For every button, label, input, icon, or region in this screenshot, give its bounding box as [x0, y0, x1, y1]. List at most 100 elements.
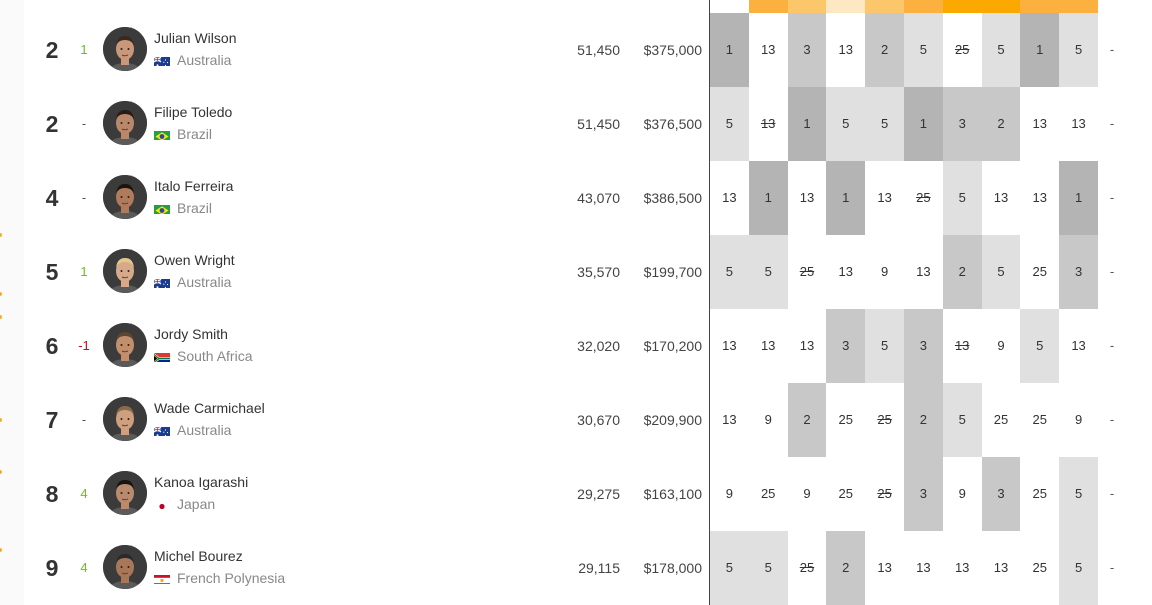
event-result: 1	[710, 13, 749, 87]
event-result: 5	[1020, 309, 1060, 383]
event-result: 25	[1020, 457, 1060, 531]
rank: 5	[45, 259, 59, 285]
left-edge-strip	[0, 0, 24, 605]
event-result: 25	[787, 531, 827, 605]
event-result: 5	[1059, 531, 1098, 605]
event-result: 13	[1020, 87, 1060, 161]
prize-money: $170,200	[643, 338, 702, 354]
event-results: 5 13 1 5 5 1 3 2 13 13	[710, 87, 1098, 161]
avatar[interactable]	[103, 249, 147, 293]
surfer-name[interactable]: Jordy Smith	[154, 326, 228, 342]
event-result: 13	[981, 161, 1021, 235]
prize-money: $375,000	[643, 42, 702, 58]
event-result: 13	[1059, 87, 1098, 161]
event-result: 5	[748, 531, 788, 605]
country-label: Brazil	[177, 200, 213, 216]
event-result: 9	[1059, 383, 1098, 457]
country-label: South Africa	[177, 348, 253, 364]
points: 51,450	[577, 42, 620, 58]
event-result: 13	[942, 309, 982, 383]
avatar[interactable]	[103, 545, 147, 589]
event-result: 5	[942, 161, 982, 235]
event-header-bar	[787, 0, 827, 13]
event-result: 25	[865, 383, 904, 457]
event-result: 25	[826, 457, 866, 531]
avatar[interactable]	[103, 471, 147, 515]
event-result: 2	[903, 383, 943, 457]
table-row[interactable]: 2 1 Julian Wilson Australia 51,450 $375,000 1 1…	[24, 13, 1128, 87]
event-result: 9	[748, 383, 788, 457]
surfer-name[interactable]: Julian Wilson	[154, 30, 237, 46]
event-result: 13	[981, 531, 1021, 605]
event-result: 5	[942, 383, 982, 457]
rank-change: 4	[80, 560, 88, 575]
event-result: 25	[903, 161, 943, 235]
surfer-name[interactable]: Owen Wright	[154, 252, 235, 268]
event-result: 13	[903, 235, 943, 309]
event-result: 13	[710, 383, 749, 457]
prize-money: $163,100	[643, 486, 702, 502]
rank: 6	[45, 333, 59, 359]
extra-result: -	[1109, 486, 1115, 501]
table-row[interactable]: 4- Italo Ferreira Brazil 43,070 $386,500 13 1 1…	[24, 161, 1128, 235]
avatar[interactable]	[103, 27, 147, 71]
event-result: 13	[903, 531, 943, 605]
extra-result: -	[1109, 560, 1115, 575]
avatar[interactable]	[103, 397, 147, 441]
surfer-name[interactable]: Wade Carmichael	[154, 400, 265, 416]
avatar[interactable]	[103, 175, 147, 219]
table-row[interactable]: 7 - Wade Carmichael Australia 30,670 $209,900…	[24, 383, 1128, 457]
event-results: 1 13 3 13 2 5 25 5 1 5	[710, 13, 1098, 87]
event-result: 9	[942, 457, 982, 531]
surfer-name[interactable]: Kanoa Igarashi	[154, 474, 249, 490]
rank-change: -	[81, 190, 87, 205]
event-result: 2	[942, 235, 982, 309]
event-result: 3	[942, 87, 982, 161]
country-label: French Polynesia	[177, 570, 286, 586]
event-result: 5	[903, 13, 943, 87]
extra-result: -	[1109, 338, 1115, 353]
rank-change: -	[81, 412, 87, 427]
avatar[interactable]	[103, 101, 147, 145]
surfer-country: Australia	[154, 274, 231, 290]
french-polynesia-flag-icon	[154, 573, 170, 584]
surfer-name[interactable]: Italo Ferreira	[154, 178, 234, 194]
surfer-country: Japan	[154, 496, 215, 512]
event-results: 5 5 25 13 9 13 2 5 25 3	[710, 235, 1098, 309]
table-row[interactable]: 5 1 Owen Wright Australia 35,570 $199,700 5 5 25…	[24, 235, 1128, 309]
edge-marker	[0, 548, 2, 552]
event-header-bar	[981, 0, 1021, 13]
event-result: 5	[826, 87, 866, 161]
rank: 7	[45, 407, 59, 433]
table-row[interactable]: 8 4 Kanoa Igarashi Japan 29,275 $163,100 9 25 9 2…	[24, 457, 1128, 531]
rank-change: 1	[80, 264, 88, 279]
avatar[interactable]	[103, 323, 147, 367]
event-result: 9	[787, 457, 827, 531]
table-row[interactable]: 9 4 Michel Bourez French Polynesia 29,115 $17…	[24, 531, 1128, 605]
surfer-name[interactable]: Michel Bourez	[154, 548, 243, 564]
rank-change: -1	[78, 338, 90, 353]
edge-marker	[0, 233, 2, 237]
event-result: 13	[942, 531, 982, 605]
event-result: 13	[748, 87, 788, 161]
event-header-bar	[903, 0, 943, 13]
prize-money: $376,500	[643, 116, 702, 132]
surfer-country: French Polynesia	[154, 570, 285, 586]
event-result: 1	[903, 87, 943, 161]
event-result: 5	[1059, 13, 1098, 87]
event-result: 13	[710, 309, 749, 383]
table-row[interactable]: 6 -1 Jordy Smith South Africa 32,020 $170,200…	[24, 309, 1128, 383]
country-label: Brazil	[177, 126, 213, 142]
surfer-name[interactable]: Filipe Toledo	[154, 104, 233, 120]
event-header-bar	[942, 0, 982, 13]
event-result: 1	[1059, 161, 1098, 235]
event-result: 25	[942, 13, 982, 87]
points: 35,570	[577, 264, 620, 280]
event-result: 5	[748, 235, 788, 309]
country-label: Japan	[177, 496, 216, 512]
prize-money: $209,900	[643, 412, 702, 428]
edge-marker	[0, 315, 2, 319]
table-row[interactable]: 2- Filipe Toledo Brazil 51,450 $376,500 5 13 1 5…	[24, 87, 1128, 161]
country-label: Australia	[177, 422, 232, 438]
points: 30,670	[577, 412, 620, 428]
